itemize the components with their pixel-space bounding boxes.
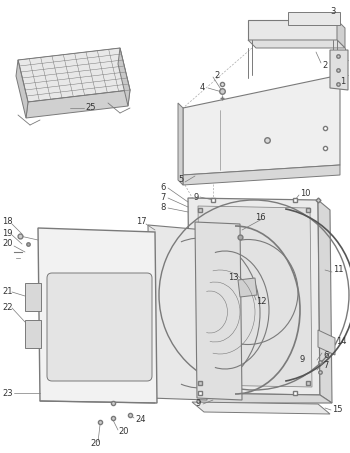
Polygon shape — [178, 103, 183, 185]
Text: 1: 1 — [340, 77, 345, 87]
Text: 16: 16 — [255, 213, 266, 222]
Text: 24: 24 — [135, 415, 146, 424]
Text: 6: 6 — [323, 351, 328, 360]
Polygon shape — [16, 60, 28, 118]
Text: 7: 7 — [323, 361, 328, 371]
FancyBboxPatch shape — [47, 273, 152, 381]
Text: 5: 5 — [178, 175, 183, 184]
Text: 20: 20 — [118, 428, 128, 437]
Text: 6: 6 — [160, 183, 165, 193]
Polygon shape — [190, 393, 332, 403]
Polygon shape — [248, 40, 345, 48]
Text: 3: 3 — [330, 8, 335, 16]
Text: 10: 10 — [300, 188, 310, 198]
Text: 7: 7 — [160, 193, 165, 202]
Polygon shape — [198, 206, 312, 387]
Text: 2: 2 — [322, 61, 327, 69]
Text: 4: 4 — [200, 83, 205, 92]
Text: 14: 14 — [336, 337, 346, 347]
Text: 15: 15 — [332, 405, 343, 414]
Polygon shape — [183, 165, 340, 185]
Text: 19: 19 — [2, 228, 13, 237]
Text: 25: 25 — [85, 103, 96, 112]
Polygon shape — [318, 330, 335, 355]
Text: 9: 9 — [193, 193, 198, 202]
Text: 8: 8 — [160, 203, 165, 212]
Polygon shape — [248, 20, 337, 40]
Bar — [25, 283, 41, 311]
Text: 20: 20 — [2, 240, 13, 249]
Bar — [25, 320, 41, 348]
Text: 22: 22 — [2, 304, 13, 313]
Polygon shape — [192, 402, 330, 414]
Polygon shape — [38, 228, 157, 403]
Polygon shape — [288, 12, 340, 25]
Polygon shape — [183, 75, 340, 175]
Text: 13: 13 — [228, 274, 239, 283]
Text: 18: 18 — [2, 217, 13, 226]
Text: 9: 9 — [196, 400, 201, 409]
Text: 23: 23 — [2, 389, 13, 397]
Text: 21: 21 — [2, 288, 13, 297]
Polygon shape — [195, 222, 242, 400]
Text: 9: 9 — [300, 356, 305, 365]
Polygon shape — [26, 90, 130, 118]
Polygon shape — [118, 48, 130, 106]
Polygon shape — [238, 278, 257, 297]
Polygon shape — [148, 225, 207, 400]
Text: 11: 11 — [333, 265, 343, 275]
Text: 2: 2 — [214, 71, 219, 79]
Polygon shape — [318, 200, 332, 403]
Text: 20: 20 — [90, 439, 100, 448]
Text: 12: 12 — [256, 298, 266, 307]
Polygon shape — [337, 20, 345, 48]
Polygon shape — [18, 48, 130, 102]
Polygon shape — [188, 198, 320, 395]
Polygon shape — [330, 50, 348, 90]
Text: 17: 17 — [136, 217, 147, 226]
